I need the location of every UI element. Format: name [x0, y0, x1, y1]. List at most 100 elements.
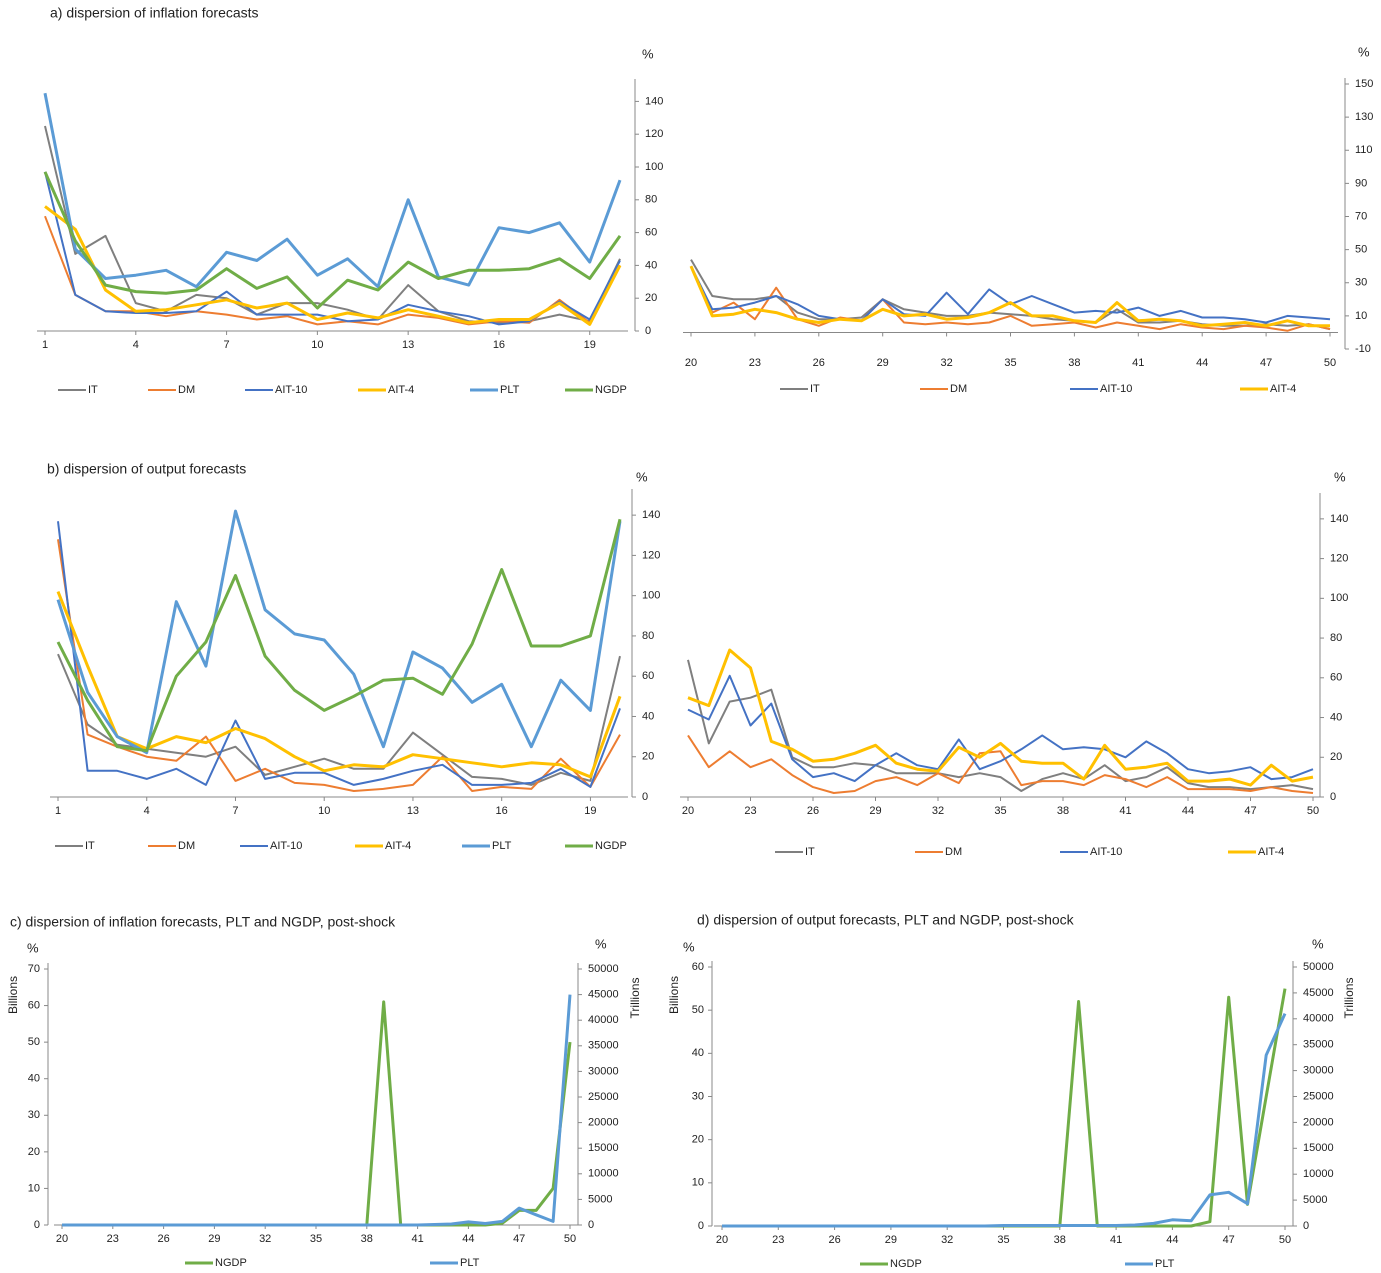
y-tick-label: 40 [692, 1047, 704, 1059]
y-tick-label: 0 [1330, 791, 1336, 803]
x-tick-label: 4 [133, 339, 139, 351]
y-tick-label: 10 [28, 1182, 40, 1194]
y-tick-label: 60 [1330, 672, 1342, 684]
series-line [687, 648, 1314, 787]
y-tick-label: 20 [692, 1134, 704, 1146]
y-tick-label: 80 [642, 630, 654, 642]
y2-tick-label: 10000 [588, 1168, 619, 1180]
series-line [57, 653, 621, 786]
x-tick-label: 32 [932, 805, 944, 817]
series-line [722, 988, 1287, 1228]
y-tick-label: 0 [34, 1219, 40, 1231]
x-tick-label: 23 [107, 1233, 119, 1245]
legend-label: PLT [500, 384, 520, 396]
legend-label: DM [950, 383, 967, 395]
x-tick-label: 29 [885, 1234, 897, 1246]
x-tick-label: 50 [1279, 1234, 1291, 1246]
y-tick-label: 30 [1355, 277, 1367, 289]
y-tick-label: 120 [1330, 553, 1348, 565]
y2-tick-label: 40000 [1303, 1013, 1334, 1025]
y-tick-label: 100 [645, 161, 663, 173]
legend-label: AIT-10 [275, 384, 307, 396]
x-tick-label: 41 [1119, 805, 1131, 817]
series-line [44, 205, 622, 326]
x-tick-label: 41 [1110, 1234, 1122, 1246]
y-tick-label: 110 [1355, 144, 1373, 156]
legend-label: DM [945, 846, 962, 858]
x-tick-label: 38 [361, 1233, 373, 1245]
y-tick-label: 80 [1330, 632, 1342, 644]
y-tick-label: 70 [1355, 210, 1367, 222]
x-tick-label: 47 [513, 1233, 525, 1245]
x-tick-label: 32 [941, 1234, 953, 1246]
legend-label: NGDP [595, 840, 627, 852]
y2-unit: % [595, 936, 607, 951]
y2-tick-label: 50000 [1303, 961, 1334, 973]
x-tick-label: 35 [997, 1234, 1009, 1246]
y-unit: % [642, 46, 654, 61]
x-tick-label: 26 [828, 1234, 840, 1246]
x-tick-label: 7 [232, 805, 238, 817]
x-tick-label: 44 [1196, 357, 1208, 369]
y-tick-label: 0 [642, 791, 648, 803]
y2-tick-label: 0 [588, 1219, 594, 1231]
x-tick-label: 44 [1182, 805, 1194, 817]
x-tick-label: 10 [318, 805, 330, 817]
x-tick-label: 38 [1054, 1234, 1066, 1246]
series-line [43, 92, 622, 289]
x-tick-label: 20 [682, 805, 694, 817]
y2-tick-label: 35000 [588, 1040, 619, 1052]
y-tick-label: 60 [642, 670, 654, 682]
y-tick-label: 40 [642, 710, 654, 722]
x-tick-label: 29 [869, 805, 881, 817]
x-tick-label: 47 [1223, 1234, 1235, 1246]
y2-tick-label: 25000 [588, 1091, 619, 1103]
x-tick-label: 38 [1057, 805, 1069, 817]
series-line [44, 171, 621, 326]
y-tick-label: 60 [692, 961, 704, 973]
legend-label: NGDP [215, 1257, 247, 1269]
chart-title: d) dispersion of output forecasts, PLT a… [697, 912, 1075, 928]
y-tick-label: 20 [645, 292, 657, 304]
y2-tick-label: 0 [1303, 1220, 1309, 1232]
x-tick-label: 44 [462, 1233, 474, 1245]
y-tick-label: 10 [1355, 310, 1367, 322]
y-tick-label: 140 [642, 509, 660, 521]
series-line [687, 734, 1314, 794]
y2-tick-label: 30000 [1303, 1065, 1334, 1077]
y2-tick-label: 35000 [1303, 1039, 1334, 1051]
x-tick-label: 23 [744, 805, 756, 817]
y-unit: % [27, 940, 39, 955]
x-tick-label: 16 [496, 805, 508, 817]
x-tick-label: 19 [584, 339, 596, 351]
x-tick-label: 35 [1004, 357, 1016, 369]
series-line [56, 509, 622, 755]
y-tick-label: 40 [645, 259, 657, 271]
y-tick-label: 40 [28, 1073, 40, 1085]
y2-unit: % [1312, 936, 1324, 951]
x-tick-label: 50 [1307, 805, 1319, 817]
legend-label: AIT-10 [1090, 846, 1122, 858]
x-tick-label: 1 [55, 805, 61, 817]
x-tick-label: 16 [493, 339, 505, 351]
legend-label: AIT-4 [385, 840, 411, 852]
y2-tick-label: 50000 [588, 963, 619, 975]
x-tick-label: 29 [877, 357, 889, 369]
legend-label: AIT-10 [1100, 383, 1132, 395]
series-line [56, 518, 622, 753]
y-unit: % [1358, 44, 1370, 59]
x-tick-label: 32 [259, 1233, 271, 1245]
y-tick-label: -10 [1355, 343, 1371, 355]
y-tick-label: 50 [692, 1004, 704, 1016]
legend-label: IT [85, 840, 95, 852]
legend-label: PLT [460, 1257, 480, 1269]
y-axis-label: Billions [6, 976, 20, 1014]
x-tick-label: 47 [1244, 805, 1256, 817]
y2-tick-label: 10000 [1303, 1168, 1334, 1180]
y-tick-label: 150 [1355, 78, 1373, 90]
legend-label: AIT-4 [388, 384, 414, 396]
legend-label: PLT [492, 840, 512, 852]
x-tick-label: 13 [407, 805, 419, 817]
x-tick-label: 50 [1324, 357, 1336, 369]
x-tick-label: 35 [310, 1233, 322, 1245]
